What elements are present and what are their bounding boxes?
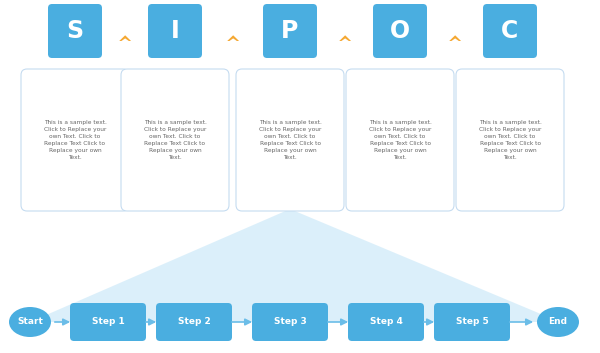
FancyBboxPatch shape [156, 303, 232, 341]
FancyBboxPatch shape [148, 4, 202, 58]
FancyBboxPatch shape [48, 4, 102, 58]
FancyBboxPatch shape [373, 4, 427, 58]
Text: ‸: ‸ [337, 21, 353, 41]
Text: I: I [170, 19, 179, 43]
Text: This is a sample text.
Click to Replace your
own Text. Click to
Replace Text Cli: This is a sample text. Click to Replace … [259, 120, 322, 160]
Text: Start: Start [17, 317, 43, 327]
Text: ‸: ‸ [225, 21, 241, 41]
Text: Step 3: Step 3 [274, 317, 307, 327]
Text: Step 4: Step 4 [370, 317, 403, 327]
Text: P: P [281, 19, 299, 43]
Text: Step 2: Step 2 [178, 317, 211, 327]
Text: End: End [548, 317, 568, 327]
Text: Step 1: Step 1 [92, 317, 124, 327]
Text: ‸: ‸ [447, 21, 463, 41]
Ellipse shape [9, 307, 51, 337]
FancyBboxPatch shape [21, 69, 129, 211]
Text: ‸: ‸ [117, 21, 133, 41]
Text: O: O [390, 19, 410, 43]
FancyBboxPatch shape [236, 69, 344, 211]
FancyBboxPatch shape [70, 303, 146, 341]
FancyBboxPatch shape [263, 4, 317, 58]
Ellipse shape [537, 307, 579, 337]
Text: Step 5: Step 5 [455, 317, 488, 327]
FancyBboxPatch shape [346, 69, 454, 211]
FancyBboxPatch shape [348, 303, 424, 341]
Text: This is a sample text.
Click to Replace your
own Text. Click to
Replace Text Cli: This is a sample text. Click to Replace … [479, 120, 541, 160]
Text: This is a sample text.
Click to Replace your
own Text. Click to
Replace Text Cli: This is a sample text. Click to Replace … [143, 120, 206, 160]
FancyBboxPatch shape [456, 69, 564, 211]
FancyBboxPatch shape [121, 69, 229, 211]
Text: S: S [67, 19, 83, 43]
FancyBboxPatch shape [434, 303, 510, 341]
Text: C: C [502, 19, 518, 43]
FancyBboxPatch shape [252, 303, 328, 341]
Text: This is a sample text.
Click to Replace your
own Text. Click to
Replace Text Cli: This is a sample text. Click to Replace … [368, 120, 431, 160]
Text: This is a sample text.
Click to Replace your
own Text. Click to
Replace Text Cli: This is a sample text. Click to Replace … [44, 120, 106, 160]
FancyBboxPatch shape [483, 4, 537, 58]
Polygon shape [30, 209, 560, 322]
